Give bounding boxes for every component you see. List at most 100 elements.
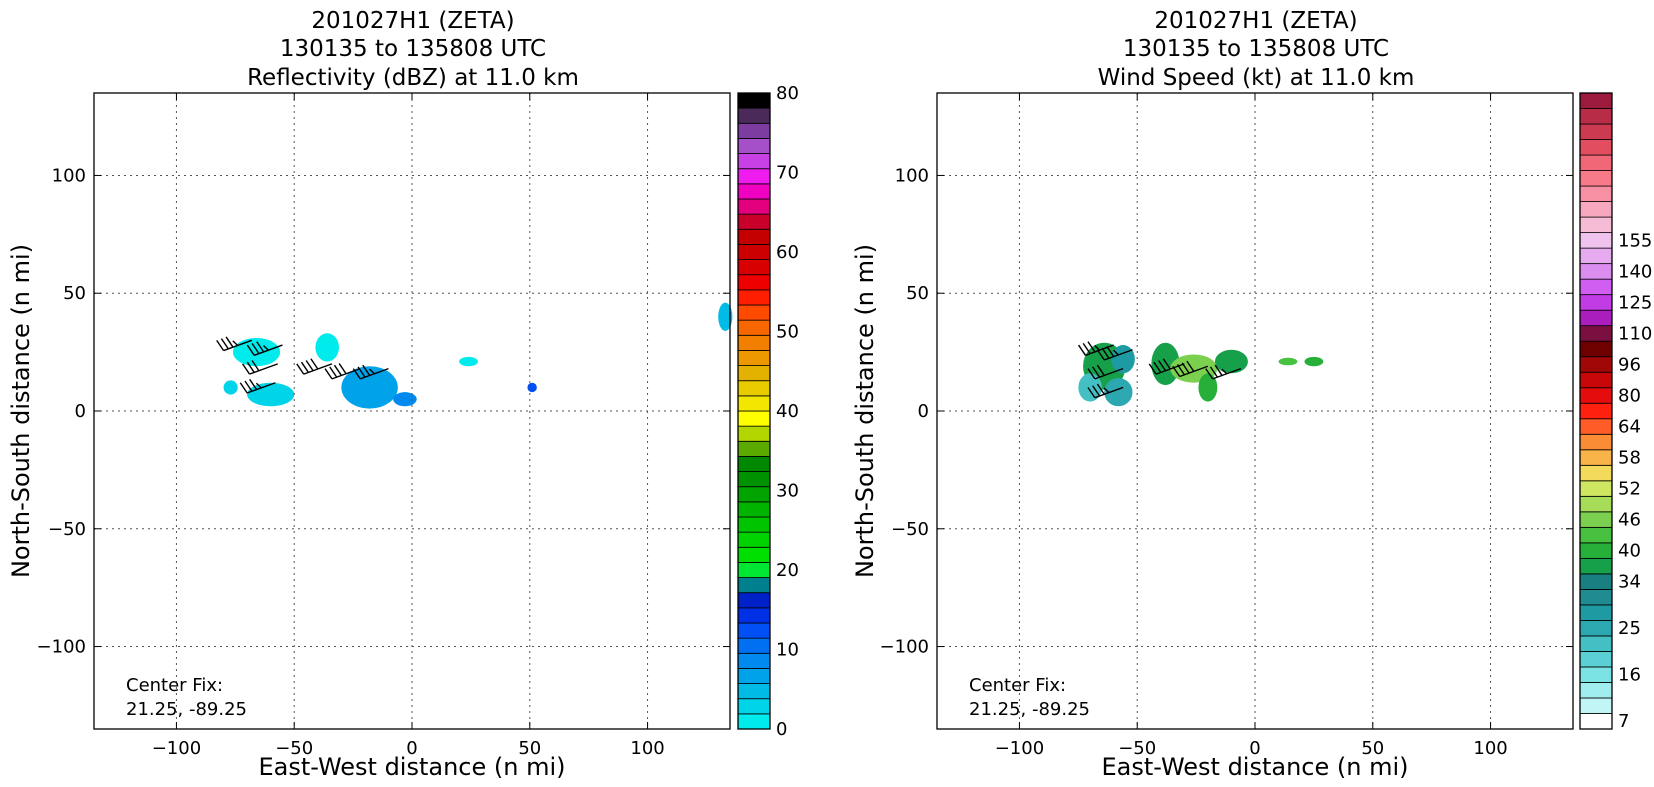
colorbar-bin: [1579, 604, 1613, 621]
colorbar-tick-label: 20: [776, 560, 799, 581]
colorbar-bin: [1579, 247, 1613, 265]
colorbar-bin: [737, 440, 771, 457]
y-tick-label: 50: [906, 283, 929, 304]
colorbar-bin: [737, 319, 771, 336]
left-axis-ticks: −100 −50 0 50 100 −100 −50 0 50 100: [37, 93, 730, 759]
colorbar-bin: [737, 456, 771, 472]
colorbar-bin: [1579, 635, 1613, 652]
echo-patch: [341, 366, 398, 409]
left-center-fix-value: 21.25, -89.25: [126, 699, 247, 720]
y-tick-label: −100: [37, 637, 86, 658]
x-tick-label: −100: [995, 738, 1044, 759]
wind-barb: [296, 358, 333, 375]
colorbar-bin: [1579, 325, 1613, 342]
colorbar-bin: [1579, 495, 1613, 513]
wind-barb: [1148, 358, 1185, 375]
colorbar-bin: [1579, 464, 1613, 482]
colorbar-bin: [1579, 697, 1613, 714]
colorbar-bin: [737, 92, 771, 109]
colorbar-frame: [1579, 92, 1613, 730]
colorbar-bin: [737, 637, 771, 654]
wind-barb: [239, 378, 276, 394]
colorbar-tick-label: 34: [1618, 572, 1641, 593]
colorbar-bin: [737, 622, 771, 639]
colorbar-bin: [737, 350, 771, 366]
reflectivity-panel: 201027H1 (ZETA) 130135 to 135808 UTC Ref…: [7, 8, 799, 781]
colorbar-bin: [737, 501, 771, 518]
colorbar-bin: [1579, 418, 1613, 435]
left-grid: [94, 93, 730, 729]
right-center-fix-value: 21.25, -89.25: [969, 699, 1090, 720]
colorbar-tick-label: 140: [1618, 261, 1652, 282]
x-tick-label: 0: [406, 738, 417, 759]
colorbar-tick-label: 52: [1618, 479, 1641, 500]
colorbar-bin: [737, 259, 771, 276]
colorbar-bin: [737, 577, 771, 594]
colorbar-bin: [737, 183, 771, 200]
colorbar-bin: [1579, 154, 1613, 171]
colorbar-bin: [737, 244, 771, 260]
colorbar-bin: [1579, 201, 1613, 218]
colorbar-bin: [1579, 480, 1613, 497]
colorbar-bin: [737, 531, 771, 548]
colorbar-bin: [1579, 666, 1613, 683]
colorbar-bin: [737, 652, 771, 669]
colorbar-bin: [1579, 511, 1613, 528]
left-title-line-2: 130135 to 135808 UTC: [280, 36, 546, 62]
right-grid: [937, 93, 1573, 729]
echo-patch: [459, 356, 478, 367]
colorbar-bin: [737, 395, 771, 412]
colorbar-bin: [737, 334, 771, 351]
colorbar-bin: [1579, 682, 1613, 699]
y-tick-label: 100: [895, 165, 929, 186]
colorbar-bin: [1579, 573, 1613, 590]
colorbar-bin: [737, 607, 771, 624]
colorbar-bin: [1579, 526, 1613, 544]
x-tick-label: −50: [1118, 738, 1156, 759]
colorbar-bin: [737, 198, 771, 215]
colorbar-tick-label: 58: [1618, 448, 1641, 469]
colorbar-bin: [1579, 713, 1613, 730]
colorbar-bin: [737, 562, 771, 578]
colorbar-frame: [737, 92, 771, 730]
right-plot-data: [1078, 342, 1324, 407]
x-tick-label: 50: [518, 738, 541, 759]
colorbar-bin: [1579, 216, 1613, 234]
colorbar-tick-label: 10: [776, 640, 799, 661]
colorbar-bin: [1579, 433, 1613, 451]
right-axis-ticks: −100 −50 0 50 100 −100 −50 0 50 100: [880, 93, 1573, 759]
colorbar-tick-label: 70: [776, 163, 799, 184]
left-title-line-3: Reflectivity (dBZ) at 11.0 km: [247, 65, 579, 91]
colorbar-tick-label: 64: [1618, 417, 1641, 438]
y-tick-label: 100: [52, 165, 86, 186]
echo-patch: [223, 380, 238, 395]
colorbar-bin: [1579, 356, 1613, 373]
colorbar-tick-label: 155: [1618, 230, 1652, 251]
x-tick-label: 100: [1473, 738, 1507, 759]
x-tick-label: 0: [1249, 738, 1260, 759]
left-wind-barbs: [216, 336, 389, 394]
right-wind-barbs: [1077, 341, 1242, 399]
colorbar-tick-label: 60: [776, 242, 799, 263]
colorbar-bin: [737, 153, 771, 170]
y-tick-label: −100: [880, 637, 929, 658]
wind-barb: [1087, 383, 1124, 399]
colorbar-tick-label: 96: [1618, 354, 1641, 375]
colorbar-bin: [737, 698, 771, 715]
left-center-fix-label: Center Fix:: [126, 675, 223, 696]
colorbar-tick-label: 40: [776, 401, 799, 422]
colorbar-bin: [1579, 263, 1613, 280]
right-center-fix-label: Center Fix:: [969, 675, 1066, 696]
wind-barb: [352, 364, 389, 380]
colorbar-tick-label: 30: [776, 481, 799, 502]
x-tick-label: −100: [152, 738, 201, 759]
wind-patch: [1198, 373, 1218, 402]
echo-patch: [393, 392, 417, 407]
colorbar-bin: [1579, 309, 1613, 327]
right-xlabel: East-West distance (n mi): [1101, 753, 1408, 781]
colorbar-bin: [737, 107, 771, 124]
left-xlabel: East-West distance (n mi): [258, 753, 565, 781]
colorbar-bin: [1579, 232, 1613, 249]
left-title-line-1: 201027H1 (ZETA): [311, 8, 514, 34]
colorbar-bin: [737, 486, 771, 503]
